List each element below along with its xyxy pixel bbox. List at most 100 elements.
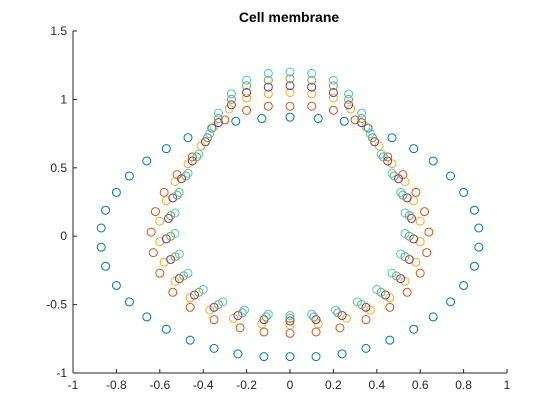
y-tick-label: 0 — [60, 229, 67, 243]
data-point — [285, 311, 295, 321]
data-point — [307, 82, 317, 92]
data-point — [185, 293, 195, 303]
data-point — [263, 101, 273, 111]
data-point — [415, 216, 425, 226]
x-axis-ticks: -1 -0.8 -0.6 -0.4 -0.2 0 0.2 0.4 0.6 0.8 1 — [68, 369, 511, 392]
data-point — [213, 108, 223, 118]
data-point — [161, 144, 171, 154]
data-point — [396, 249, 406, 259]
data-point — [259, 352, 269, 362]
data-point — [124, 171, 134, 181]
data-point — [155, 268, 165, 278]
data-point — [400, 252, 410, 262]
data-point — [428, 156, 438, 166]
data-point — [337, 311, 347, 321]
data-point — [396, 187, 406, 197]
data-point — [170, 252, 180, 262]
data-point — [237, 308, 247, 318]
data-point — [226, 100, 236, 110]
data-point — [376, 287, 386, 297]
data-point — [166, 211, 176, 221]
data-point — [159, 187, 169, 197]
data-point — [226, 94, 236, 104]
data-point — [459, 187, 469, 197]
series-1 — [96, 112, 484, 362]
data-point — [209, 302, 219, 312]
data-point — [285, 352, 295, 362]
data-point — [209, 315, 219, 325]
data-point — [192, 152, 202, 162]
data-point — [111, 280, 121, 290]
data-point — [259, 327, 269, 337]
data-point — [404, 211, 414, 221]
data-point — [96, 242, 106, 252]
data-point — [185, 335, 195, 345]
data-point — [311, 327, 321, 337]
data-point — [233, 349, 243, 359]
data-point — [170, 208, 180, 218]
data-point — [404, 254, 414, 264]
data-point — [242, 88, 252, 98]
data-point — [163, 213, 173, 223]
data-point — [389, 171, 399, 181]
data-point — [150, 207, 160, 217]
data-point — [174, 274, 184, 284]
data-point — [166, 254, 176, 264]
data-point — [357, 300, 367, 310]
data-point — [446, 297, 456, 307]
data-point — [311, 352, 321, 362]
x-tick-label: 0.4 — [368, 378, 385, 392]
data-point — [328, 81, 338, 91]
data-point — [183, 133, 193, 143]
data-point — [261, 312, 271, 322]
y-tick-label: 1 — [60, 92, 67, 106]
data-point — [181, 171, 191, 181]
x-tick-label: -1 — [68, 378, 79, 392]
data-point — [357, 118, 367, 128]
data-point — [213, 114, 223, 124]
series-5 — [166, 74, 414, 323]
data-point — [335, 323, 345, 333]
data-points — [96, 67, 484, 362]
data-point — [313, 114, 323, 124]
data-point — [385, 302, 395, 312]
data-point — [231, 116, 241, 126]
data-point — [411, 187, 421, 197]
data-point — [372, 285, 382, 295]
data-point — [174, 249, 184, 259]
data-point — [391, 271, 401, 281]
data-point — [309, 312, 319, 322]
data-point — [285, 101, 295, 111]
data-point — [378, 152, 388, 162]
data-point — [307, 75, 317, 85]
data-point — [387, 268, 397, 278]
data-point — [146, 227, 156, 237]
data-point — [404, 231, 414, 241]
data-point — [263, 309, 273, 319]
data-point — [363, 123, 373, 133]
data-point — [226, 89, 236, 99]
data-point — [361, 343, 371, 353]
data-point — [148, 248, 158, 258]
data-point — [357, 108, 367, 118]
data-point — [328, 93, 338, 103]
y-tick-label: -1 — [56, 366, 67, 380]
data-point — [459, 280, 469, 290]
data-point — [161, 324, 171, 334]
data-point — [385, 293, 395, 303]
data-point — [474, 242, 484, 252]
data-point — [124, 297, 134, 307]
data-point — [422, 248, 432, 258]
data-point — [420, 207, 430, 217]
data-point — [263, 89, 273, 99]
y-tick-label: -0.5 — [46, 298, 67, 312]
data-point — [307, 68, 317, 78]
data-point — [213, 300, 223, 310]
data-point — [285, 112, 295, 122]
x-tick-label: -0.8 — [106, 378, 127, 392]
data-point — [142, 156, 152, 166]
data-point — [263, 68, 273, 78]
data-point — [207, 123, 217, 133]
chart-title: Cell membrane — [239, 9, 340, 25]
